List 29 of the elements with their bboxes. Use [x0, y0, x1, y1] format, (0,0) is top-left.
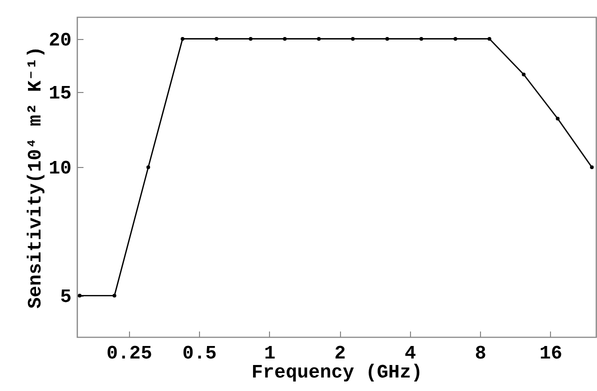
x-tick-label: 4	[404, 342, 416, 364]
y-tick-label: 20	[48, 29, 72, 52]
x-tick-label: 0.25	[106, 342, 152, 364]
point	[316, 36, 321, 41]
y-tick-label: 15	[48, 82, 72, 105]
y-tick-label: 10	[48, 158, 72, 180]
y-tick-label: 5	[60, 286, 72, 308]
point	[180, 36, 184, 41]
point	[146, 165, 150, 170]
point	[350, 36, 355, 41]
point	[522, 72, 526, 76]
point	[590, 165, 594, 170]
point	[419, 36, 424, 41]
point	[488, 36, 492, 41]
point	[385, 36, 390, 41]
point	[282, 36, 287, 41]
x-tick-label: 2	[334, 342, 346, 364]
x-tick-label: 0.5	[182, 342, 217, 364]
point	[112, 294, 116, 298]
point	[214, 36, 218, 41]
point	[248, 36, 253, 41]
y-axis-title: Sensitivity(10⁴ m² K⁻¹)	[24, 46, 47, 309]
point	[78, 294, 82, 298]
x-tick-label: 1	[264, 342, 276, 364]
x-tick-label: 16	[539, 342, 562, 364]
x-axis-title: Frequency (GHz)	[251, 362, 423, 384]
point	[454, 36, 458, 41]
point	[556, 116, 560, 120]
x-tick-label: 8	[474, 342, 486, 364]
